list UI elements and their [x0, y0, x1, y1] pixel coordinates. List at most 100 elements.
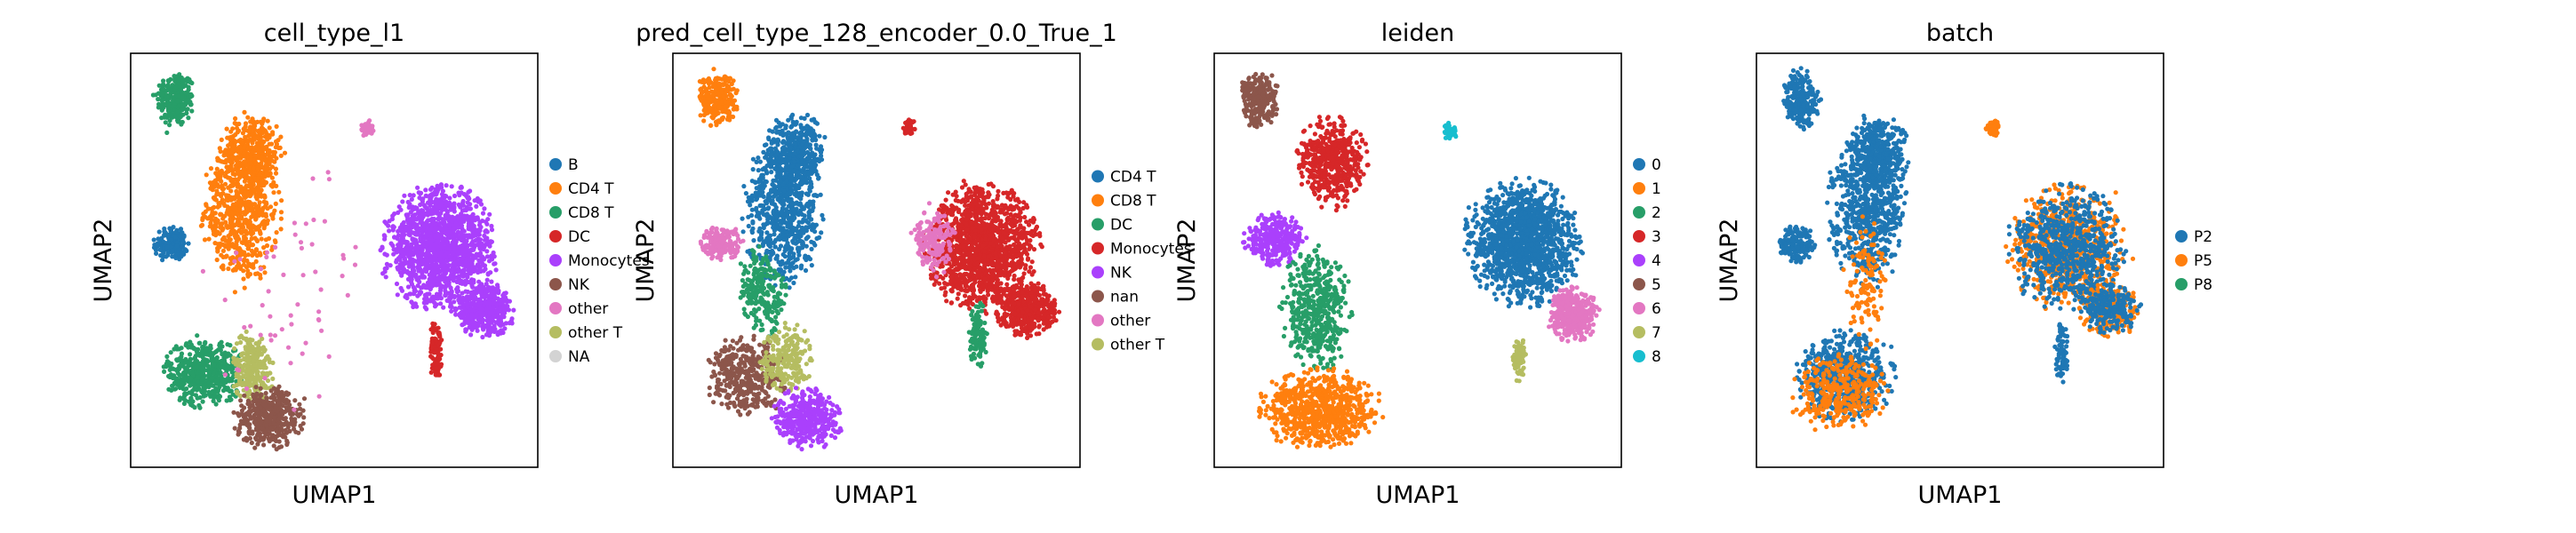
point-0-7-1164	[411, 264, 416, 269]
point-0-4-461	[220, 378, 225, 383]
point-0-2-393	[214, 166, 220, 171]
point-0-2-16	[214, 257, 220, 263]
point-0-8-360	[481, 324, 486, 330]
point-0-9-89	[436, 325, 441, 330]
point-0-4-496	[203, 385, 208, 390]
point-0-7-1076	[391, 225, 396, 230]
point-0-2-649	[248, 226, 254, 231]
point-0-6-211	[246, 431, 252, 436]
point-0-3-295	[242, 154, 247, 159]
point-0-8-395	[480, 285, 485, 291]
point-0-3-288	[236, 171, 241, 176]
point-0-9-83	[437, 340, 443, 346]
point-0-2-136	[274, 230, 279, 235]
point-0-7-1353	[458, 185, 463, 190]
point-0-7-1345	[487, 241, 493, 246]
point-0-3-174	[267, 141, 272, 147]
point-0-7-1229	[468, 202, 473, 207]
point-0-7-1231	[475, 215, 480, 220]
point-0-5-192	[234, 383, 239, 388]
point-0-7-1276	[428, 211, 434, 217]
point-0-3-130	[225, 135, 230, 140]
point-0-1-122	[173, 255, 179, 260]
point-0-2-339	[247, 219, 252, 225]
point-1-0-94	[733, 91, 739, 96]
point-0-7-1366	[440, 243, 445, 248]
point-0-7-1301	[408, 224, 413, 229]
legend-label: CD4 T	[568, 180, 614, 198]
point-0-6-400	[261, 442, 267, 448]
point-0-2-647	[246, 261, 252, 266]
point-0-8-353	[500, 313, 505, 318]
point-0-0-215	[164, 115, 170, 120]
point-0-3-348	[276, 138, 281, 143]
point-1-0-254	[707, 97, 713, 102]
point-0-7-1235	[463, 289, 468, 294]
point-0-8-398	[490, 285, 496, 290]
point-0-6-371	[288, 421, 293, 426]
point-0-8-412	[498, 306, 503, 311]
point-0-7-1227	[401, 248, 406, 253]
point-1-0-228	[727, 76, 733, 81]
point-0-11-57	[279, 327, 284, 332]
point-0-2-600	[236, 199, 241, 204]
point-0-2-391	[198, 223, 204, 228]
point-0-2-474	[211, 228, 216, 234]
point-0-10-26	[361, 132, 366, 138]
point-0-11-40	[311, 217, 316, 223]
point-0-2-382	[278, 210, 284, 215]
point-0-6-418	[264, 418, 269, 423]
point-0-4-464	[186, 399, 192, 404]
point-0-7-1058	[418, 202, 423, 208]
point-0-4-384	[194, 347, 199, 353]
point-1-0-257	[728, 97, 733, 102]
point-0-7-1381	[425, 240, 430, 245]
point-0-9-78	[430, 327, 436, 332]
point-0-6-311	[268, 426, 274, 431]
point-1-1-39	[743, 191, 749, 196]
point-0-3-327	[266, 172, 271, 178]
point-0-7-1340	[404, 214, 410, 219]
legend-label: other	[568, 300, 608, 318]
point-0-7-1010	[468, 252, 474, 258]
point-0-7-1172	[427, 264, 432, 269]
point-0-4-57	[195, 333, 200, 338]
point-0-4-378	[200, 359, 205, 364]
point-0-8-361	[472, 314, 477, 319]
point-0-7-1099	[485, 217, 491, 222]
point-0-2-633	[220, 242, 226, 247]
point-0-6-129	[299, 426, 305, 432]
point-0-0-178	[167, 118, 172, 123]
point-0-7-637	[407, 193, 412, 198]
point-0-3-332	[272, 159, 277, 164]
point-0-4-462	[207, 370, 212, 375]
point-0-7-1329	[426, 230, 432, 235]
point-0-0-169	[174, 115, 180, 120]
point-0-7-1233	[400, 260, 405, 266]
point-0-11-59	[244, 386, 250, 392]
point-0-8-279	[468, 332, 474, 338]
point-0-0-230	[174, 99, 180, 104]
point-0-2-350	[219, 137, 224, 142]
point-0-7-338	[400, 199, 405, 204]
point-0-1-144	[161, 251, 166, 256]
point-0-4-421	[215, 395, 221, 401]
point-0-7-1399	[468, 242, 474, 247]
point-0-0-233	[166, 103, 172, 108]
point-0-5-221	[238, 333, 244, 338]
point-1-0-258	[704, 86, 709, 92]
point-0-6-329	[281, 416, 286, 421]
point-0-7-1352	[456, 266, 461, 271]
point-0-7-1127	[448, 257, 453, 262]
point-0-3-207	[236, 128, 242, 133]
point-0-2-519	[208, 186, 213, 191]
point-0-11-6	[292, 407, 297, 412]
point-0-4-364	[184, 341, 189, 347]
point-0-11-30	[345, 292, 350, 298]
point-0-7-782	[399, 288, 405, 293]
point-0-6-353	[276, 397, 282, 402]
point-0-2-619	[241, 210, 246, 215]
point-0-0-246	[179, 122, 184, 127]
point-0-0-218	[160, 91, 165, 97]
point-0-0-146	[153, 92, 158, 98]
